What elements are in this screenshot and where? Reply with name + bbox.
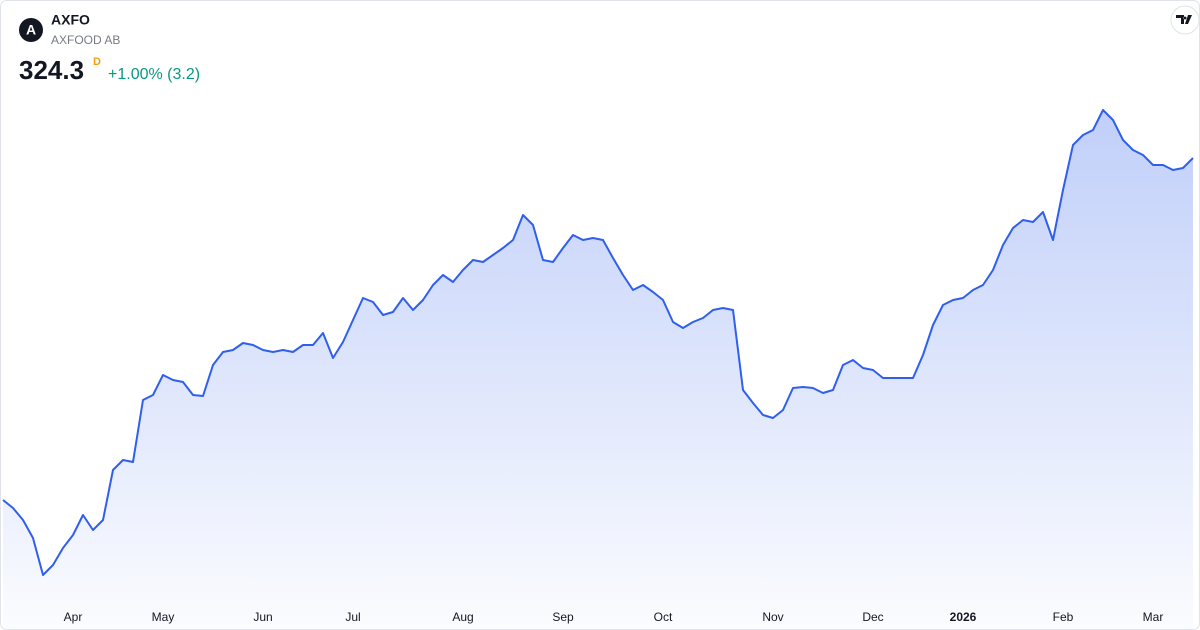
area-fill xyxy=(3,110,1193,629)
x-tick-label: Mar xyxy=(1143,610,1164,624)
x-tick-label: Apr xyxy=(64,610,83,624)
logo-letter: A xyxy=(26,22,36,38)
company-name: AXFOOD AB xyxy=(51,33,120,47)
x-tick-label: May xyxy=(152,610,175,624)
last-price: 324.3 xyxy=(19,55,84,85)
x-tick-label: Oct xyxy=(654,610,673,624)
x-tick-label: Dec xyxy=(862,610,883,624)
x-tick-label: Nov xyxy=(762,610,783,624)
interval: D xyxy=(93,56,101,68)
logo-badge xyxy=(19,18,43,42)
x-tick-label: Sep xyxy=(552,610,574,624)
ticker: AXFO xyxy=(51,12,90,28)
x-tick-label: Jun xyxy=(253,610,272,624)
x-tick-label: 2026 xyxy=(950,610,977,624)
price-line xyxy=(2,109,1194,576)
price-change: +1.00% (3.2) xyxy=(108,66,200,83)
plot xyxy=(2,109,1194,629)
tradingview-logo xyxy=(1170,5,1200,35)
x-tick-label: Aug xyxy=(452,610,473,624)
x-tick-label: Feb xyxy=(1053,610,1074,624)
x-tick-label: Jul xyxy=(345,610,360,624)
